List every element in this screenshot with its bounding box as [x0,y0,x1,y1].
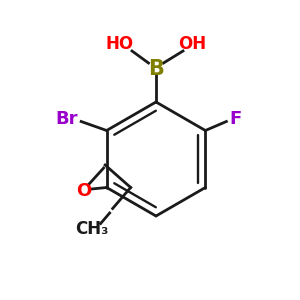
Text: CH₃: CH₃ [75,220,108,238]
Text: B: B [148,59,164,79]
Text: OH: OH [178,34,206,52]
Text: O: O [76,182,92,200]
Text: F: F [229,110,242,128]
Text: Br: Br [55,110,77,128]
Text: HO: HO [106,34,134,52]
